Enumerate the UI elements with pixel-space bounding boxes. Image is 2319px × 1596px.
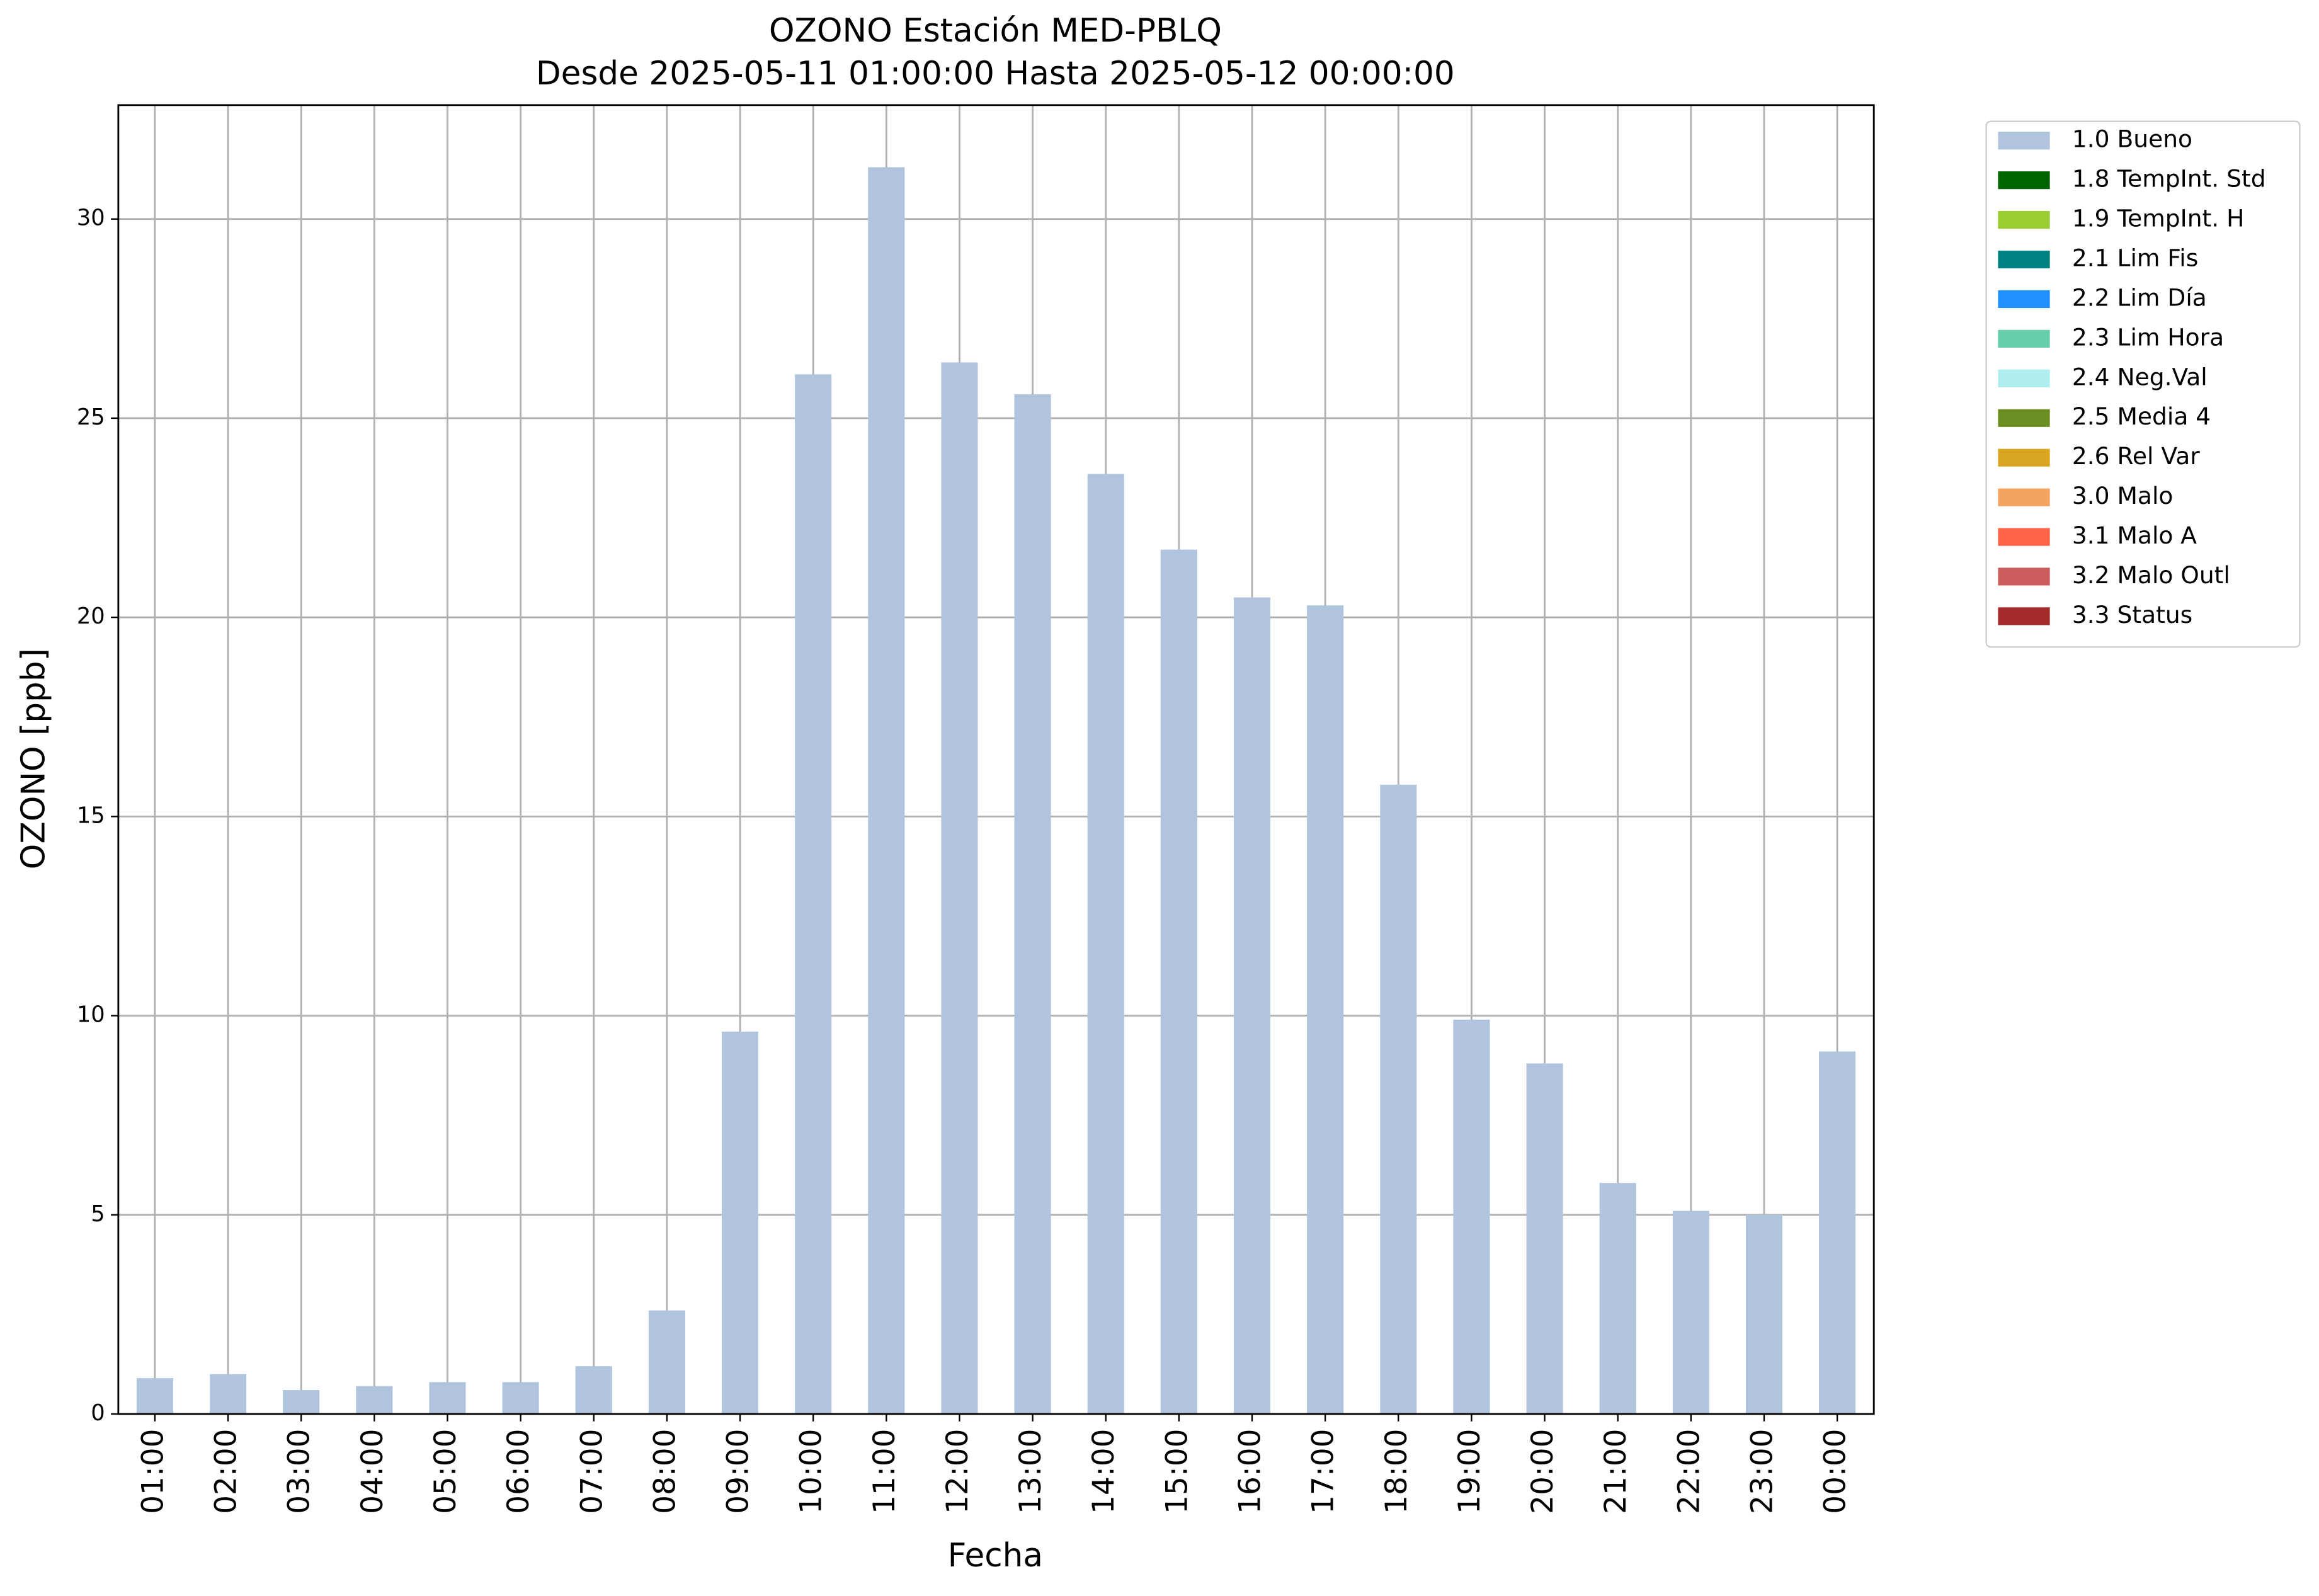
axes: 0 5 10 15 20 25 30 01:00 02:00 03:00 04:00 05:00 06:… [77, 104, 1875, 1514]
x-tick-label: 04:00 [355, 1429, 390, 1514]
x-tick-label: 21:00 [1598, 1429, 1633, 1514]
y-tick-label: 5 [91, 1201, 105, 1227]
y-tick-label: 20 [77, 603, 105, 629]
legend-label: 3.2 Malo Outl [2072, 561, 2230, 589]
x-tick-label: 14:00 [1086, 1429, 1121, 1514]
legend: 1.0 Bueno 1.8 TempInt. Std 1.9 TempInt. H 2… [1985, 120, 2301, 648]
bar [136, 1378, 173, 1415]
legend-swatch [1998, 250, 2050, 269]
bar [1526, 1063, 1563, 1415]
legend-label: 2.4 Neg.Val [2072, 363, 2208, 390]
x-axis-label: Fecha [948, 1537, 1043, 1575]
legend-box [1985, 120, 2301, 648]
x-tick-label: 12:00 [940, 1429, 975, 1514]
legend-label: 2.1 Lim Fis [2072, 244, 2198, 272]
x-tick-label: 03:00 [282, 1429, 317, 1514]
x-tick-label: 06:00 [501, 1429, 536, 1514]
x-tick-label: 15:00 [1160, 1429, 1194, 1514]
x-tick-label: 10:00 [794, 1429, 829, 1514]
legend-swatch [1998, 369, 2050, 387]
legend-swatch [1998, 409, 2050, 427]
bar [1233, 597, 1271, 1415]
x-tick-label: 01:00 [135, 1429, 170, 1514]
x-tick-label: 05:00 [428, 1429, 463, 1514]
bar [502, 1382, 539, 1415]
bar [1453, 1019, 1490, 1415]
x-tick-label: 08:00 [647, 1429, 682, 1514]
bar [1599, 1183, 1636, 1415]
legend-swatch [1998, 607, 2050, 625]
bar [722, 1031, 759, 1415]
plot-frame [117, 104, 1875, 1415]
bar [356, 1386, 393, 1415]
x-tick-label: 00:00 [1818, 1429, 1853, 1514]
bar [941, 362, 978, 1415]
legend-label: 3.0 Malo [2072, 482, 2174, 510]
y-tick-label: 30 [77, 205, 105, 231]
legend-label: 3.1 Malo A [2072, 522, 2197, 549]
x-tick-label: 07:00 [574, 1429, 609, 1514]
bar [283, 1390, 320, 1415]
bars [136, 167, 1856, 1415]
bar [1307, 605, 1344, 1415]
legend-label: 2.5 Media 4 [2072, 402, 2211, 430]
bar [795, 374, 832, 1415]
x-tick-label: 02:00 [209, 1429, 244, 1514]
legend-label: 1.0 Bueno [2072, 125, 2192, 153]
bar [1087, 474, 1124, 1415]
bar [1819, 1051, 1856, 1415]
legend-label: 2.3 Lim Hora [2072, 323, 2224, 351]
y-tick-label: 10 [77, 1002, 105, 1028]
legend-swatch [1998, 448, 2050, 467]
legend-swatch [1998, 329, 2050, 348]
y-tick-label: 25 [77, 404, 105, 430]
bar [575, 1366, 612, 1415]
legend-label: 2.2 Lim Día [2072, 283, 2207, 311]
legend-swatch [1998, 528, 2050, 546]
x-tick-label: 16:00 [1233, 1429, 1268, 1514]
legend-swatch [1998, 488, 2050, 506]
legend-label: 1.8 TempInt. Std [2072, 165, 2266, 193]
x-tick-label: 09:00 [721, 1429, 756, 1514]
bar [1380, 784, 1417, 1415]
chart-title: OZONO Estación MED-PBLQ [769, 12, 1222, 50]
bar [1014, 394, 1051, 1415]
x-tick-label: 22:00 [1672, 1429, 1706, 1514]
x-tick-label: 18:00 [1379, 1429, 1414, 1514]
x-tick-label: 13:00 [1013, 1429, 1048, 1514]
legend-swatch [1998, 567, 2050, 586]
bar [1160, 549, 1197, 1415]
legend-swatch [1998, 210, 2050, 229]
x-tick-label: 17:00 [1306, 1429, 1341, 1514]
bar [868, 167, 905, 1415]
y-tick-label: 0 [91, 1400, 105, 1426]
bar [210, 1374, 247, 1415]
legend-swatch [1998, 171, 2050, 190]
legend-label: 2.6 Rel Var [2072, 442, 2200, 470]
legend-swatch [1998, 132, 2050, 150]
bar [1672, 1211, 1709, 1415]
x-tick-label: 23:00 [1745, 1429, 1779, 1514]
bar [648, 1310, 685, 1415]
y-axis-label: OZONO [ppb] [14, 648, 52, 869]
x-tick-label: 20:00 [1525, 1429, 1560, 1514]
legend-label: 3.3 Status [2072, 601, 2192, 629]
bar [1745, 1214, 1783, 1415]
x-tick-label: 19:00 [1452, 1429, 1487, 1514]
legend-label: 1.9 TempInt. H [2072, 205, 2245, 232]
bar [429, 1382, 466, 1415]
chart-subtitle: Desde 2025-05-11 01:00:00 Hasta 2025-05-… [536, 55, 1455, 93]
y-tick-label: 15 [77, 802, 105, 828]
x-tick-label: 11:00 [867, 1429, 902, 1514]
legend-swatch [1998, 290, 2050, 309]
